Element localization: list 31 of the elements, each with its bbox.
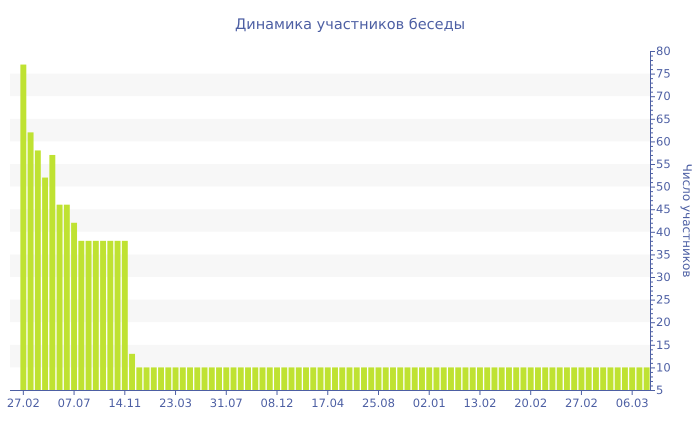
x-tick-label: 13.02	[463, 396, 496, 410]
x-tick-label: 27.02	[6, 396, 40, 410]
y-tick-label: 70	[656, 89, 671, 104]
x-tick-label: 25.08	[362, 396, 395, 410]
y-tick-label: 35	[656, 247, 671, 262]
x-tick-label: 23.03	[159, 396, 192, 410]
x-tick-label: 17.04	[311, 396, 344, 410]
y-tick-label: 75	[656, 66, 671, 81]
x-tick-label: 14.11	[108, 396, 142, 410]
x-tick-label: 08.12	[260, 396, 294, 410]
y-tick-label: 25	[656, 292, 671, 307]
x-tick-label: 31.07	[210, 396, 243, 410]
y-axis-title: Число участников	[680, 164, 694, 278]
y-tick-label: 20	[656, 315, 671, 330]
y-tick-label: 15	[656, 338, 671, 352]
y-tick-label: 60	[656, 134, 671, 148]
x-tick-label: 07.07	[58, 396, 91, 410]
x-tick-label: 20.02	[514, 396, 548, 410]
y-tick-label: 40	[656, 224, 671, 239]
y-tick-label: 50	[656, 180, 671, 194]
y-tick-label: 5	[656, 383, 664, 397]
y-tick-label: 45	[656, 202, 671, 216]
x-tick-label: 27.02	[564, 396, 598, 410]
y-tick-label: 55	[656, 157, 671, 171]
x-tick-label: 06.03	[616, 396, 649, 410]
y-tick-label: 10	[656, 360, 671, 374]
y-tick-label: 65	[656, 112, 671, 126]
y-tick-label: 30	[656, 270, 671, 284]
x-tick-label: 02.01	[412, 396, 446, 410]
y-tick-label: 80	[656, 44, 671, 58]
chart-title: Динамика участников беседы	[234, 17, 466, 33]
